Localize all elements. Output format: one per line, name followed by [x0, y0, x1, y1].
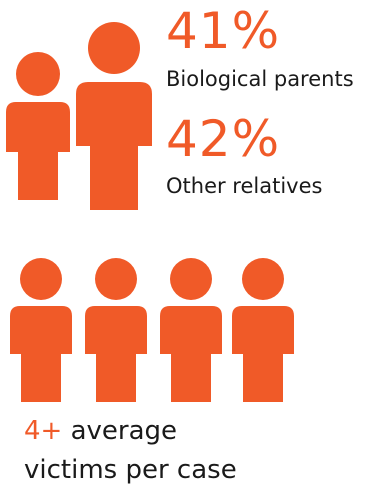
- person-icon: [232, 258, 294, 402]
- average-line1: average: [70, 416, 178, 446]
- person-head: [95, 258, 137, 300]
- person-body: [85, 306, 147, 402]
- average-value: 4+: [24, 416, 63, 446]
- person-body: [160, 306, 222, 402]
- person-body: [6, 102, 70, 200]
- person-head: [170, 258, 212, 300]
- average-line2: victims per case: [24, 455, 237, 485]
- person-head: [88, 22, 140, 74]
- stat-label: Biological parents: [166, 67, 354, 91]
- person-icon: [6, 52, 70, 200]
- average-caption: 4+ average victims per case: [24, 412, 237, 490]
- person-head: [16, 52, 60, 96]
- stat-label: Other relatives: [166, 174, 323, 198]
- person-body: [10, 306, 72, 402]
- stat-value: 41%: [166, 2, 281, 60]
- person-icon: [160, 258, 222, 402]
- person-body: [76, 82, 152, 210]
- person-head: [242, 258, 284, 300]
- person-icon: [10, 258, 72, 402]
- person-head: [20, 258, 62, 300]
- person-icon: [76, 22, 152, 210]
- person-body: [232, 306, 294, 402]
- person-icon: [85, 258, 147, 402]
- stat-value: 42%: [166, 110, 281, 168]
